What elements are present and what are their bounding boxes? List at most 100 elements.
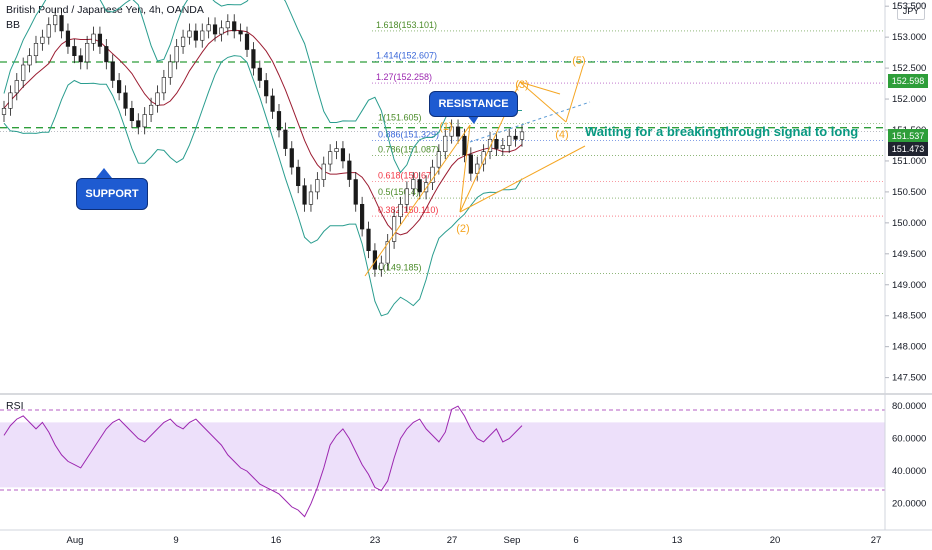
support-callout-label: SUPPORT (85, 188, 139, 200)
bb-upper (3, 0, 522, 174)
candle-body (85, 43, 90, 63)
price-tick-label: 150.000 (892, 218, 926, 229)
wave-label: (1) (439, 121, 452, 133)
candle-body (59, 15, 64, 32)
time-tick-label: 9 (173, 535, 178, 546)
candle-body (455, 126, 461, 137)
currency-badge[interactable]: JPY (897, 3, 925, 20)
breakout-note[interactable]: Waiting for a breakingthrough signal to … (585, 124, 858, 139)
candle-body (232, 21, 237, 32)
time-tick-label: 16 (271, 535, 282, 546)
candle-body (398, 203, 403, 217)
price-tick-label: 153.500 (892, 1, 926, 12)
rsi-series (3, 405, 523, 518)
time-tick-label: 27 (871, 535, 882, 546)
fib-levels[interactable]: 1.618(153.101) 1.414(152.607) 1.27(152.258… (372, 20, 885, 274)
fib-label: 0.382(150.110) (378, 205, 438, 215)
candle-body (436, 151, 441, 168)
candle-body (123, 92, 128, 109)
price-tick-label: 151.000 (892, 156, 926, 167)
candle-body (417, 179, 422, 193)
candle-body (40, 36, 45, 44)
candlesticks (1, 8, 525, 277)
fib-label: 0.618(150.67) (378, 170, 434, 180)
breakout-price-tag: 152.598 (888, 74, 928, 88)
candle-body (219, 27, 224, 35)
candle-body (507, 135, 512, 146)
bollinger-bands (3, 0, 523, 317)
rsi-tick-label: 60.0000 (892, 434, 926, 445)
fib-label: 1.27(152.258) (376, 72, 432, 82)
candle-body (315, 179, 320, 193)
candle-body (110, 61, 115, 81)
candle-body (257, 67, 262, 81)
bb-indicator-label[interactable]: BB (6, 19, 21, 31)
candle-body (500, 145, 505, 149)
support-callout-pointer (96, 168, 112, 178)
candle-body (289, 148, 294, 168)
candle-body (411, 179, 416, 190)
candle-body (53, 15, 58, 26)
candle-body (276, 111, 282, 131)
wave-line (459, 124, 471, 213)
price-tick-label: 150.500 (892, 187, 926, 198)
support-callout[interactable]: SUPPORT (76, 178, 148, 210)
candle-body (27, 55, 32, 66)
candle-body (97, 33, 103, 47)
wave-line (519, 81, 561, 95)
fib-label: 1(151.605) (378, 113, 422, 123)
price-tick-label: 147.500 (892, 373, 926, 384)
time-tick-label: Aug (67, 535, 84, 546)
candle-body (494, 138, 499, 149)
wave-line (459, 145, 586, 213)
price-tick-label: 152.500 (892, 63, 926, 74)
resistance-callout[interactable]: RESISTANCE (429, 91, 518, 117)
candle-body (193, 30, 198, 41)
wave-label: (2) (456, 223, 469, 235)
candle-body (404, 188, 409, 205)
rsi-tick-label: 20.0000 (892, 499, 926, 510)
rsi-band (0, 422, 885, 488)
wave-line (519, 81, 567, 123)
candle-body (155, 92, 160, 106)
fib-label: 0.786(151.087) (378, 145, 439, 155)
horizontal-lines[interactable] (0, 61, 885, 132)
candle-body (475, 163, 480, 174)
candle-body (430, 166, 435, 183)
last-price-tag: 151.473 (888, 142, 928, 156)
candle-body (340, 148, 346, 162)
candle-body (180, 36, 186, 47)
upper-price-tag: 151.537 (888, 129, 928, 143)
candle-body (391, 216, 397, 242)
rsi-indicator-label[interactable]: RSI (6, 400, 24, 412)
candle-body (161, 77, 166, 94)
candle-body (449, 126, 454, 137)
candle-body (8, 92, 13, 109)
candle-body (244, 33, 250, 50)
time-tick-label: Sep (504, 535, 521, 546)
fib-label: 1.618(153.101) (376, 20, 437, 30)
wave-label: (5) (572, 55, 585, 67)
elliott-wave-drawing[interactable]: (1) (2) (3) (4) (5) (96, 55, 591, 277)
wave-label: (3) (515, 79, 528, 91)
candle-body (1, 108, 7, 115)
candle-body (423, 182, 429, 193)
candle-body (225, 21, 230, 29)
candle-body (72, 46, 77, 57)
candle-body (33, 43, 39, 57)
candle-body (251, 49, 256, 69)
bb-basis (3, 29, 523, 236)
time-tick-label: 27 (447, 535, 458, 546)
candle-body (321, 163, 326, 180)
candle-body (142, 114, 147, 128)
candle-body (78, 55, 83, 63)
price-tick-label: 152.000 (892, 94, 926, 105)
candle-body (174, 46, 179, 63)
candle-body (366, 228, 371, 252)
price-tick-label: 149.000 (892, 280, 926, 291)
candle-body (302, 185, 307, 205)
candle-body (360, 203, 365, 230)
candle-body (46, 24, 51, 38)
candle-body (21, 64, 26, 81)
